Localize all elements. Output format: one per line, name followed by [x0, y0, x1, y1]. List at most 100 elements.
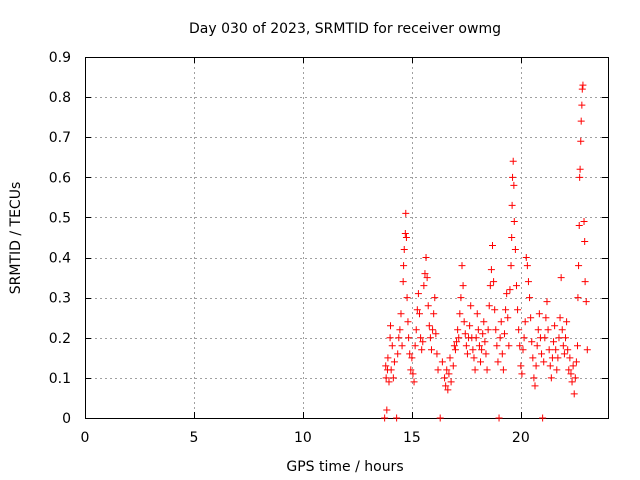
data-point	[510, 181, 518, 189]
data-point	[433, 350, 441, 358]
data-point	[431, 294, 439, 302]
data-point	[543, 298, 551, 306]
data-point	[469, 346, 477, 354]
y-tick-label: 0	[62, 411, 71, 427]
data-point	[546, 362, 554, 370]
data-point	[519, 346, 527, 354]
data-point	[540, 358, 548, 366]
data-point	[577, 117, 585, 125]
data-point	[508, 201, 516, 209]
data-point	[558, 326, 566, 334]
data-point	[516, 342, 524, 350]
data-point	[566, 354, 574, 362]
data-point	[416, 310, 424, 318]
data-point	[509, 157, 517, 165]
data-point	[539, 414, 547, 422]
y-tick-label: 0.6	[49, 170, 71, 186]
data-point	[552, 346, 560, 354]
data-point	[481, 338, 489, 346]
data-point	[459, 282, 467, 290]
data-point	[489, 242, 497, 250]
data-point	[471, 366, 479, 374]
data-point	[483, 366, 491, 374]
data-point	[424, 302, 432, 310]
data-point	[487, 266, 495, 274]
data-point	[385, 378, 393, 386]
data-point	[398, 342, 406, 350]
x-tick-label: 5	[189, 430, 198, 446]
data-point	[441, 374, 449, 382]
data-point	[453, 338, 461, 346]
data-point	[494, 358, 502, 366]
data-point	[581, 278, 589, 286]
data-point	[426, 334, 434, 342]
data-point	[467, 302, 475, 310]
data-point	[497, 318, 505, 326]
data-point	[462, 342, 470, 350]
data-point	[583, 346, 591, 354]
y-tick-label: 0.5	[49, 210, 71, 226]
data-point	[507, 262, 515, 270]
data-point	[390, 358, 398, 366]
data-point	[517, 362, 525, 370]
data-point	[404, 318, 412, 326]
data-point	[451, 346, 459, 354]
grid-layer	[85, 57, 608, 418]
data-point	[472, 334, 480, 342]
plot-frame	[85, 57, 609, 419]
data-point	[387, 366, 395, 374]
data-point	[522, 254, 530, 262]
data-point	[493, 342, 501, 350]
data-point	[495, 414, 503, 422]
data-point	[417, 334, 425, 342]
data-point	[577, 137, 585, 145]
data-point	[397, 310, 405, 318]
data-point	[475, 342, 483, 350]
data-point	[538, 350, 546, 358]
data-point	[394, 350, 402, 358]
data-point	[526, 294, 534, 302]
x-tick-label: 10	[294, 430, 312, 446]
x-axis-label: GPS time / hours	[286, 459, 403, 475]
data-point	[499, 366, 507, 374]
data-point	[572, 358, 580, 366]
data-point	[532, 362, 540, 370]
data-point	[386, 334, 394, 342]
data-point	[576, 173, 584, 181]
data-point	[523, 262, 531, 270]
y-tick-label: 0.1	[49, 371, 71, 387]
data-point	[514, 306, 522, 314]
y-tick-label: 0.8	[49, 90, 71, 106]
data-point	[575, 262, 583, 270]
data-point	[474, 326, 482, 334]
data-point	[383, 406, 391, 414]
data-point	[405, 334, 413, 342]
data-point	[478, 346, 486, 354]
data-point	[463, 350, 471, 358]
data-point	[449, 362, 457, 370]
y-tick-label: 0.9	[49, 50, 71, 66]
data-point	[444, 386, 452, 394]
data-point	[564, 346, 572, 354]
data-points	[381, 81, 591, 422]
data-point	[578, 85, 586, 93]
data-point	[443, 366, 451, 374]
data-point	[567, 370, 575, 378]
x-tick-label: 20	[512, 430, 530, 446]
data-point	[456, 310, 464, 318]
data-point	[556, 314, 564, 322]
data-point	[521, 318, 529, 326]
axis-layer: 0 5 10 15 20 0 0.1 0.2 0.3 0.4 0.5 0.6 0.7 0.8 0.9	[49, 50, 608, 446]
data-point	[580, 217, 588, 225]
data-point	[545, 346, 553, 354]
data-point	[403, 294, 411, 302]
data-point	[553, 366, 561, 374]
data-point	[454, 326, 462, 334]
data-point	[466, 322, 474, 330]
data-point	[503, 290, 511, 298]
data-point	[445, 370, 453, 378]
data-point	[581, 238, 589, 246]
y-tick-label: 0.2	[49, 331, 71, 347]
data-point	[381, 414, 389, 422]
